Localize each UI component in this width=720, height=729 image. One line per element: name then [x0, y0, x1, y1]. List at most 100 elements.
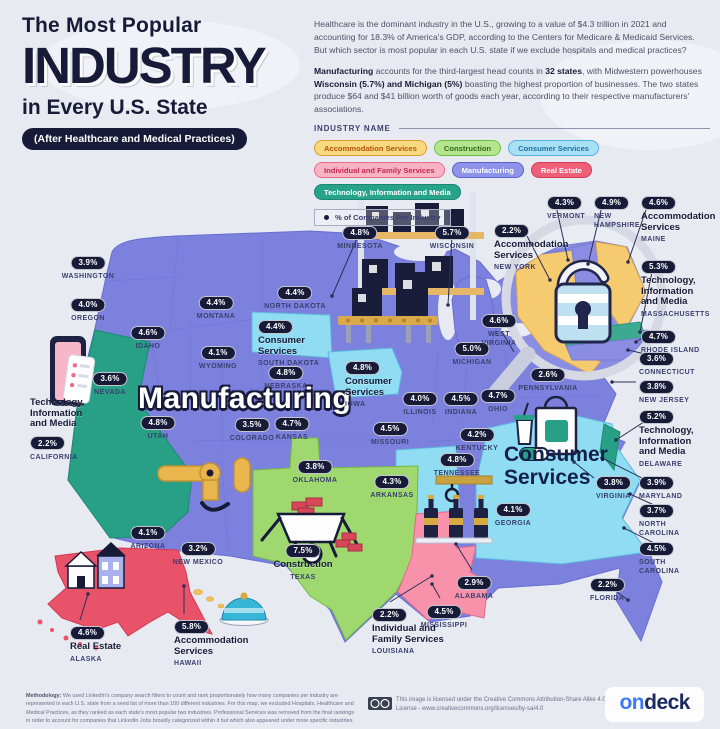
pct-pill: 4.8%: [140, 415, 176, 430]
houses-illustration: [64, 542, 126, 589]
legend-pill-construction: Construction: [433, 140, 502, 157]
pct-pill: 4.5%: [443, 391, 479, 406]
state-label-mississippi: 4.5% MISSISSIPPI: [421, 601, 468, 630]
state-name: CONNECTICUT: [639, 369, 695, 376]
state-label-alabama: 2.9% ALABAMA: [455, 572, 494, 601]
pct-pill: 3.8%: [639, 379, 675, 394]
industry-callout: Consumer Services: [345, 376, 392, 398]
pct-pill: 4.0%: [402, 391, 438, 406]
state-name: TENNESSEE: [433, 470, 481, 477]
legend-title: INDUSTRY NAME: [314, 124, 391, 134]
pct-pill: 4.8%: [439, 452, 475, 467]
state-name: MASSACHUSETTS: [641, 310, 710, 318]
legend-pill-real-estate: Real Estate: [530, 162, 592, 179]
pct-pill: 4.4%: [198, 295, 234, 310]
state-label-maryland: 3.9% MARYLAND: [639, 472, 682, 501]
pct-pill: 5.7%: [434, 225, 470, 240]
industry-callout: Technology, Information and Media: [30, 397, 85, 430]
state-name: WASHINGTON: [61, 273, 115, 280]
state-name: NEBRASKA: [264, 383, 308, 390]
pct-pill: 4.2%: [459, 427, 495, 442]
state-label-oklahoma: 3.8% OKLAHOMA: [293, 456, 338, 485]
state-name: NEW HAMPSHIRE: [594, 213, 641, 230]
pct-pill: 2.2%: [590, 577, 626, 592]
legend-pill-individual-and-family-services: Individual and Family Services: [314, 162, 445, 179]
state-label-utah: 4.8% UTAH: [140, 412, 176, 441]
title-industry: INDUSTRY: [22, 37, 267, 94]
pct-pill: 4.1%: [130, 525, 166, 540]
state-name: ARIZONA: [130, 543, 166, 550]
pct-pill: 4.6%: [641, 195, 677, 210]
state-label-illinois: 4.0% ILLINOIS: [402, 388, 438, 417]
pct-pill: 4.4%: [277, 285, 313, 300]
state-label-south-dakota: 4.4% Consumer Services SOUTH DAKOTA: [258, 316, 319, 368]
state-name: PENNSYLVANIA: [518, 385, 578, 392]
state-name: HAWAII: [174, 660, 202, 668]
state-name: MONTANA: [196, 313, 236, 320]
state-name: KANSAS: [275, 434, 309, 441]
state-name: IDAHO: [135, 343, 161, 350]
alaska-islands: [37, 619, 99, 651]
background-blob: [540, 40, 720, 150]
ondeck-logo: ondeck: [605, 687, 704, 722]
pct-pill: 4.1%: [495, 502, 531, 517]
state-label-arkansas: 4.3% ARKANSAS: [370, 471, 413, 500]
state-name: INDIANA: [444, 409, 478, 416]
region-delaware: [599, 423, 621, 472]
state-label-indiana: 4.5% INDIANA: [443, 388, 479, 417]
logo-part-on: on: [619, 691, 645, 714]
state-label-missouri: 4.5% MISSOURI: [371, 418, 409, 447]
intro-section: Healthcare is the dominant industry in t…: [314, 18, 710, 227]
intro-paragraph-1: Healthcare is the dominant industry in t…: [314, 19, 695, 55]
pct-pill: 2.2%: [372, 607, 408, 622]
state-label-alaska: 4.6% Real Estate ALASKA: [70, 622, 121, 664]
industry-callout: Individual and Family Services: [372, 623, 444, 645]
pct-pill: 4.8%: [268, 365, 304, 380]
state-name: VERMONT: [547, 213, 586, 220]
state-label-pennsylvania: 2.6% PENNSYLVANIA: [518, 364, 577, 393]
background-blob: [40, 20, 300, 110]
state-name: MISSOURI: [370, 439, 410, 446]
state-label-rhode-island: 4.7% RHODE ISLAND: [641, 326, 700, 355]
state-label-kansas: 4.7% KANSAS: [274, 413, 310, 442]
title-line-3: in Every U.S. State: [22, 96, 208, 120]
state-label-arizona: 4.1% ARIZONA: [130, 522, 166, 551]
state-name: WYOMING: [198, 363, 238, 370]
marker-legend-text: % of Companies Per Industry: [335, 213, 441, 223]
pct-pill: 4.8%: [342, 225, 378, 240]
state-name: NORTH DAKOTA: [264, 303, 326, 310]
pct-pill: 2.6%: [530, 367, 566, 382]
pct-pill: 3.9%: [639, 475, 675, 490]
pct-pill: 4.6%: [70, 625, 106, 640]
pct-pill: 4.9%: [594, 195, 630, 210]
state-name: ALABAMA: [454, 593, 494, 600]
pct-pill: 4.5%: [426, 604, 462, 619]
state-label-virginia: 3.8% VIRGINIA: [596, 472, 632, 501]
state-name: NEW MEXICO: [172, 559, 224, 566]
pct-pill: 4.6%: [481, 313, 517, 328]
state-name: DELAWARE: [639, 460, 683, 468]
pct-pill: 4.1%: [200, 345, 236, 360]
pct-pill: 7.5%: [285, 543, 321, 558]
pct-pill: 4.3%: [374, 474, 410, 489]
state-label-colorado: 3.5% COLORADO: [230, 414, 274, 443]
state-name: NEW JERSEY: [639, 397, 690, 404]
cloche-illustration: [219, 592, 269, 626]
state-name: NEW YORK: [494, 264, 536, 272]
state-name: UTAH: [147, 433, 169, 440]
state-name: SOUTH DAKOTA: [258, 360, 320, 368]
state-label-new-jersey: 3.8% NEW JERSEY: [639, 376, 689, 405]
state-label-washington: 3.9% WASHINGTON: [62, 252, 115, 281]
state-name: MINNESOTA: [337, 243, 383, 250]
pct-pill: 4.0%: [70, 297, 106, 312]
state-name: SOUTH CAROLINA: [639, 559, 680, 576]
state-label-ohio: 4.7% OHIO: [480, 385, 516, 414]
pct-pill: 3.6%: [639, 351, 675, 366]
methodology-label: Methodology:: [26, 693, 62, 699]
pct-pill: 4.7%: [641, 329, 677, 344]
state-label-north-carolina: 3.7% NORTH CAROLINA: [639, 500, 680, 538]
industry-callout: Construction: [273, 559, 333, 570]
state-name: ILLINOIS: [403, 409, 437, 416]
state-name: TEXAS: [290, 573, 316, 581]
legend-pill-technology-information-and-media: Technology, Information and Media: [314, 184, 461, 201]
